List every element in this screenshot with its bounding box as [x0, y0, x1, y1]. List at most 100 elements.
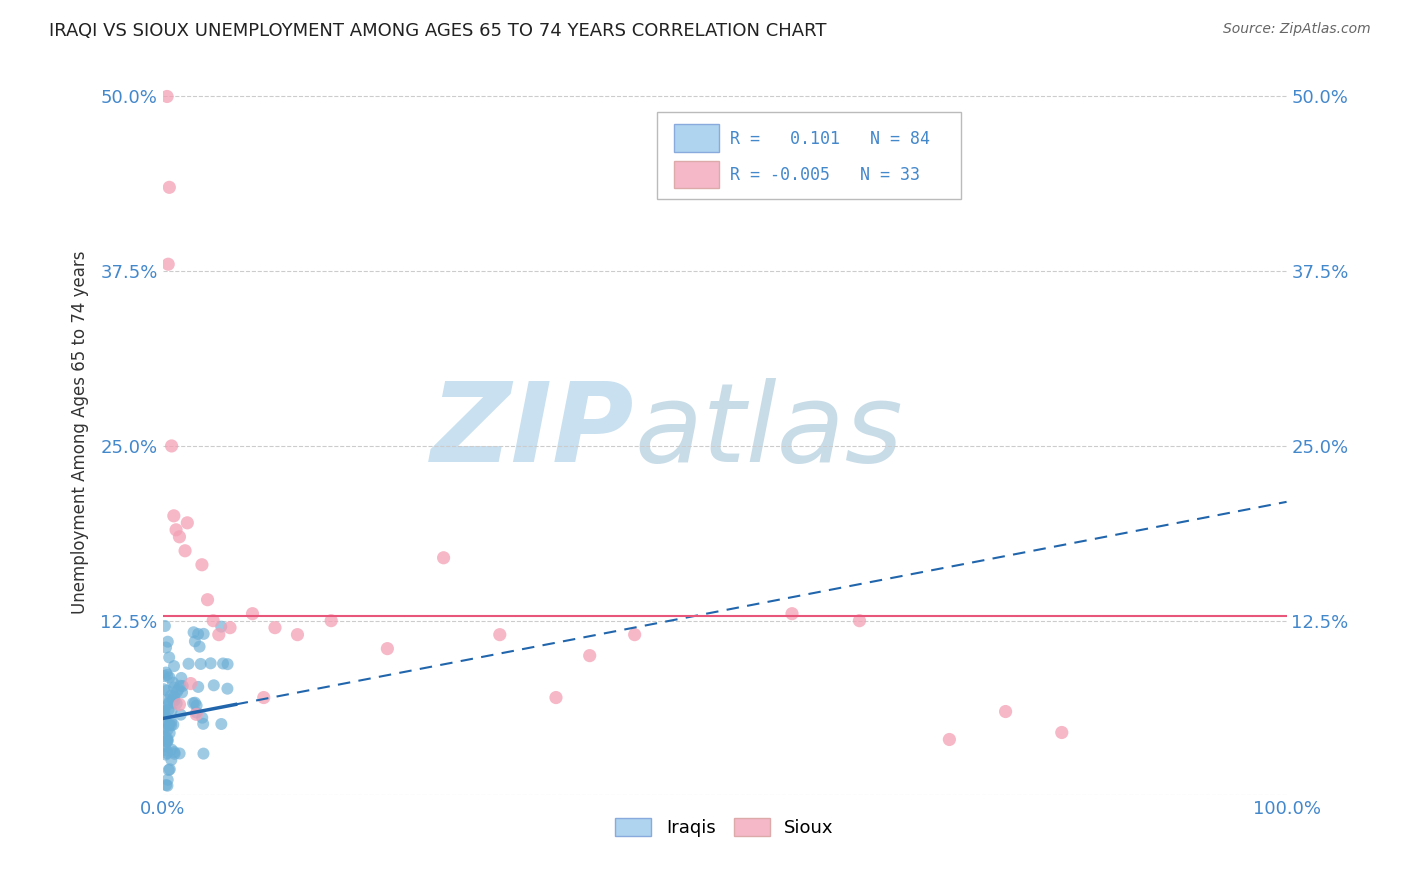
Point — [155, 734, 177, 748]
Point — [321, 614, 343, 628]
Point — [202, 678, 225, 692]
Point — [157, 670, 180, 684]
Point — [848, 614, 870, 628]
Y-axis label: Unemployment Among Ages 65 to 74 years: Unemployment Among Ages 65 to 74 years — [72, 251, 89, 614]
Point — [156, 731, 179, 746]
FancyBboxPatch shape — [657, 112, 960, 199]
Point — [209, 717, 232, 731]
Point — [163, 508, 186, 523]
Point — [183, 625, 205, 640]
Point — [174, 543, 197, 558]
Point — [160, 714, 183, 729]
Point — [169, 530, 191, 544]
Point — [156, 89, 179, 103]
Point — [159, 762, 181, 776]
Point — [162, 692, 184, 706]
Text: atlas: atlas — [634, 378, 903, 485]
Point — [156, 746, 179, 760]
Point — [152, 682, 174, 697]
Point — [170, 685, 193, 699]
Point — [193, 747, 215, 761]
Point — [219, 621, 242, 635]
Legend: Iraqis, Sioux: Iraqis, Sioux — [609, 811, 841, 845]
Point — [156, 723, 179, 737]
Point — [157, 763, 180, 777]
Point — [156, 772, 179, 787]
Text: ZIP: ZIP — [432, 378, 634, 485]
Point — [157, 695, 180, 709]
Point — [157, 718, 180, 732]
Point — [152, 706, 174, 720]
Point — [180, 676, 202, 690]
Point — [160, 753, 183, 767]
Point — [184, 634, 207, 648]
Point — [172, 679, 194, 693]
Point — [166, 685, 188, 699]
Point — [157, 718, 180, 732]
Point — [217, 681, 239, 696]
Point — [186, 707, 208, 722]
Point — [188, 640, 211, 654]
Point — [155, 714, 177, 728]
Point — [432, 550, 454, 565]
FancyBboxPatch shape — [673, 125, 718, 153]
Point — [156, 634, 179, 648]
Point — [163, 745, 186, 759]
Point — [253, 690, 276, 705]
Point — [191, 711, 214, 725]
Point — [217, 657, 239, 672]
Point — [156, 668, 179, 682]
Point — [187, 680, 209, 694]
Point — [623, 627, 645, 641]
Point — [156, 779, 179, 793]
Text: R =   0.101   N = 84: R = 0.101 N = 84 — [730, 130, 931, 148]
Point — [160, 742, 183, 756]
Point — [157, 697, 180, 711]
Point — [193, 716, 215, 731]
Point — [488, 627, 510, 641]
Point — [165, 523, 187, 537]
Point — [169, 679, 191, 693]
Point — [994, 705, 1017, 719]
Point — [156, 733, 179, 747]
Point — [163, 681, 186, 695]
Text: R = -0.005   N = 33: R = -0.005 N = 33 — [730, 167, 920, 185]
Point — [156, 693, 179, 707]
Point — [242, 607, 264, 621]
Point — [163, 694, 186, 708]
Point — [212, 657, 235, 671]
Point — [160, 689, 183, 703]
Point — [155, 747, 177, 762]
Point — [160, 439, 183, 453]
Point — [155, 710, 177, 724]
Point — [160, 718, 183, 732]
Point — [200, 657, 222, 671]
Point — [208, 627, 231, 641]
Point — [544, 690, 567, 705]
Point — [155, 665, 177, 680]
Point — [163, 747, 186, 761]
Point — [1050, 725, 1073, 739]
Point — [157, 650, 180, 665]
Point — [155, 743, 177, 757]
Point — [169, 747, 191, 761]
Point — [169, 698, 191, 712]
Point — [578, 648, 600, 663]
Point — [287, 627, 309, 641]
Point — [155, 640, 177, 655]
FancyBboxPatch shape — [673, 161, 718, 188]
Point — [170, 707, 193, 722]
Point — [167, 682, 190, 697]
Point — [780, 607, 803, 621]
Point — [186, 698, 208, 713]
Point — [163, 690, 186, 704]
Point — [153, 729, 176, 743]
Point — [153, 704, 176, 718]
Point — [160, 704, 183, 718]
Point — [187, 627, 209, 641]
Point — [170, 671, 193, 685]
Point — [157, 257, 180, 271]
Point — [202, 614, 225, 628]
Point — [156, 683, 179, 698]
Point — [157, 180, 180, 194]
